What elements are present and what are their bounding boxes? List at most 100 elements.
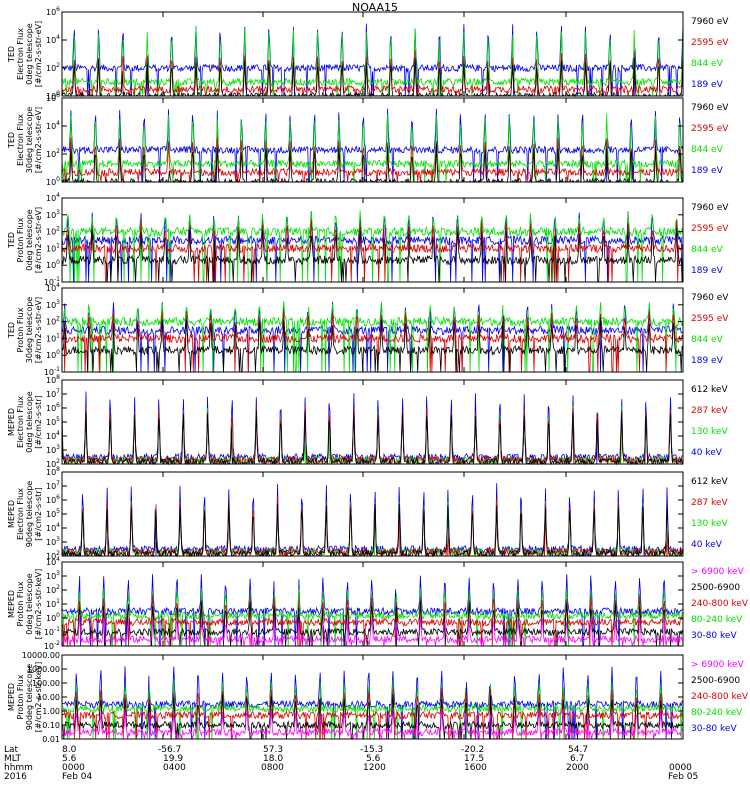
series-magenta [61, 615, 684, 647]
y-axis-label-line: Electron Flux [16, 28, 25, 80]
series-blue [61, 483, 684, 557]
y-tick-label: 107 [46, 480, 60, 491]
series-blue [61, 23, 684, 97]
legend-entry-blue: 189 eV [691, 266, 724, 276]
y-axis-label-line: Electron Flux [16, 396, 25, 448]
y-tick-label: 102 [46, 62, 60, 73]
series-magenta [61, 708, 684, 740]
legend-entry-green: 844 eV [691, 335, 724, 345]
xtick-date-0: Feb 04 [62, 772, 93, 782]
legend-entry-black: 2500-6900 [691, 676, 740, 686]
y-tick-label: 108 [46, 466, 60, 477]
panel-1: 100 102 104 106 TED Electron Flux 0deg telesco… [7, 6, 729, 101]
y-tick-label: 100 [46, 349, 60, 360]
figure-title: NOAA15 [351, 1, 399, 14]
y-axis-label-line: MEPED [7, 683, 16, 711]
legend-entry-green: 130 keV [691, 427, 728, 437]
y-axis-label-line: 0deg telescope [25, 391, 34, 452]
y-axis-label-line: [#/cm2-s-str-eV] [34, 297, 43, 363]
xtick-mlt-0: 5.6 [62, 754, 77, 764]
y-tick-label: 10-1 [44, 366, 60, 377]
y-tick-label: 100 [46, 259, 60, 270]
series-black [61, 501, 684, 558]
series-blue [61, 574, 684, 647]
y-tick-label: 101 [46, 332, 60, 343]
y-axis-label-line: MEPED [7, 590, 16, 618]
panel-8: 0.01 0.10 1.00 10.00 100.00 1000.00 10000.00 ME… [7, 651, 749, 744]
y-axis-label-line: [#/cm2-s-str-eV] [34, 21, 43, 87]
y-axis-label-line: TED [7, 46, 16, 63]
xtick-lat-4: -20.2 [461, 745, 485, 755]
xtick-lat-1: -56.7 [158, 745, 182, 755]
y-axis-label-line: [#/cm2-s-str-keV] [34, 569, 43, 640]
xtick-date-6: Feb 05 [668, 772, 699, 782]
y-tick-label: 10000.00 [22, 651, 60, 660]
y-tick-label: 106 [46, 6, 60, 17]
xrow-label-lat: Lat [4, 745, 19, 755]
series-blue [61, 391, 684, 465]
y-axis-label-line: MEPED [7, 500, 16, 528]
y-tick-label: 103 [46, 536, 60, 547]
y-tick-label: 108 [46, 374, 60, 385]
y-tick-label: 103 [46, 299, 60, 310]
y-tick-label: 102 [46, 458, 60, 469]
y-tick-label: 104 [46, 430, 60, 441]
legend-entry-green: 844 eV [691, 59, 724, 69]
y-axis-label-line: 0deg telescope [25, 573, 34, 634]
y-tick-label: 104 [46, 120, 60, 131]
y-axis-label-line: Proton Flux [16, 674, 25, 719]
y-tick-label: 104 [46, 522, 60, 533]
y-axis-label-line: [#/cm2-s-str-keV] [34, 662, 43, 733]
y-tick-label: 102 [46, 226, 60, 237]
xrow-label-mlt: MLT [4, 754, 22, 764]
legend-entry-black: 612 keV [691, 477, 728, 487]
series-black [61, 317, 684, 373]
series-green [61, 679, 684, 740]
y-tick-label: 107 [46, 388, 60, 399]
y-axis-label-line: Electron Flux [16, 488, 25, 540]
legend-entry-green: 844 eV [691, 145, 724, 155]
legend-entry-red: 240-800 keV [691, 599, 749, 609]
xrow-label-hhmm: hhmm [4, 763, 33, 773]
legend-entry-blue: 189 eV [691, 356, 724, 366]
y-axis-label-line: 0deg telescope [25, 23, 34, 84]
legend-entry-red: 2595 eV [691, 224, 729, 234]
series-green [61, 26, 684, 97]
y-tick-label: 1000.00 [27, 665, 60, 674]
xtick-mlt-3: 5.6 [366, 754, 381, 764]
legend-entry-black: 7960 eV [691, 293, 729, 303]
y-tick-label: 103 [46, 444, 60, 455]
xtick-hhmm-2: 0800 [261, 763, 284, 773]
y-tick-label: 103 [46, 209, 60, 220]
legend-entry-green: 844 eV [691, 245, 724, 255]
y-axis-label-line: Proton Flux [16, 581, 25, 626]
panel-7: 10-2 10-1 100 101 102 103 104 MEPED Proton Flux 0… [7, 556, 749, 651]
y-tick-label: 100.00 [32, 679, 60, 688]
series-black [61, 694, 684, 740]
y-tick-label: 102 [46, 148, 60, 159]
plot-frame [61, 379, 684, 465]
legend-entry-green: 80-240 keV [691, 708, 743, 718]
legend-entry-red: 240-800 keV [691, 692, 749, 702]
plot-frame [61, 287, 684, 373]
legend-entry-blue: 40 keV [691, 540, 723, 550]
legend-entry-blue: 40 keV [691, 448, 723, 458]
y-tick-label: 100 [46, 612, 60, 623]
y-tick-label: 106 [46, 402, 60, 413]
series-blue [61, 666, 684, 740]
xtick-hhmm-4: 1600 [464, 763, 487, 773]
y-axis-label-line: MEPED [7, 408, 16, 436]
series-red [61, 594, 684, 647]
series-green [62, 588, 683, 647]
xtick-lat-3: -15.3 [360, 745, 384, 755]
series-black [61, 601, 684, 647]
legend-entry-red: 287 keV [691, 498, 728, 508]
plot-frame [61, 197, 684, 283]
y-tick-label: 104 [46, 192, 60, 203]
legend-entry-black: 2500-6900 [691, 583, 740, 593]
panel-4: 10-1 100 101 102 103 104 TED Proton Flux 30deg t… [7, 282, 729, 377]
y-tick-label: 102 [46, 550, 60, 561]
panel-3: 10-1 100 101 102 103 104 TED Proton Flux 0deg te… [7, 192, 729, 287]
y-tick-label: 104 [46, 556, 60, 567]
